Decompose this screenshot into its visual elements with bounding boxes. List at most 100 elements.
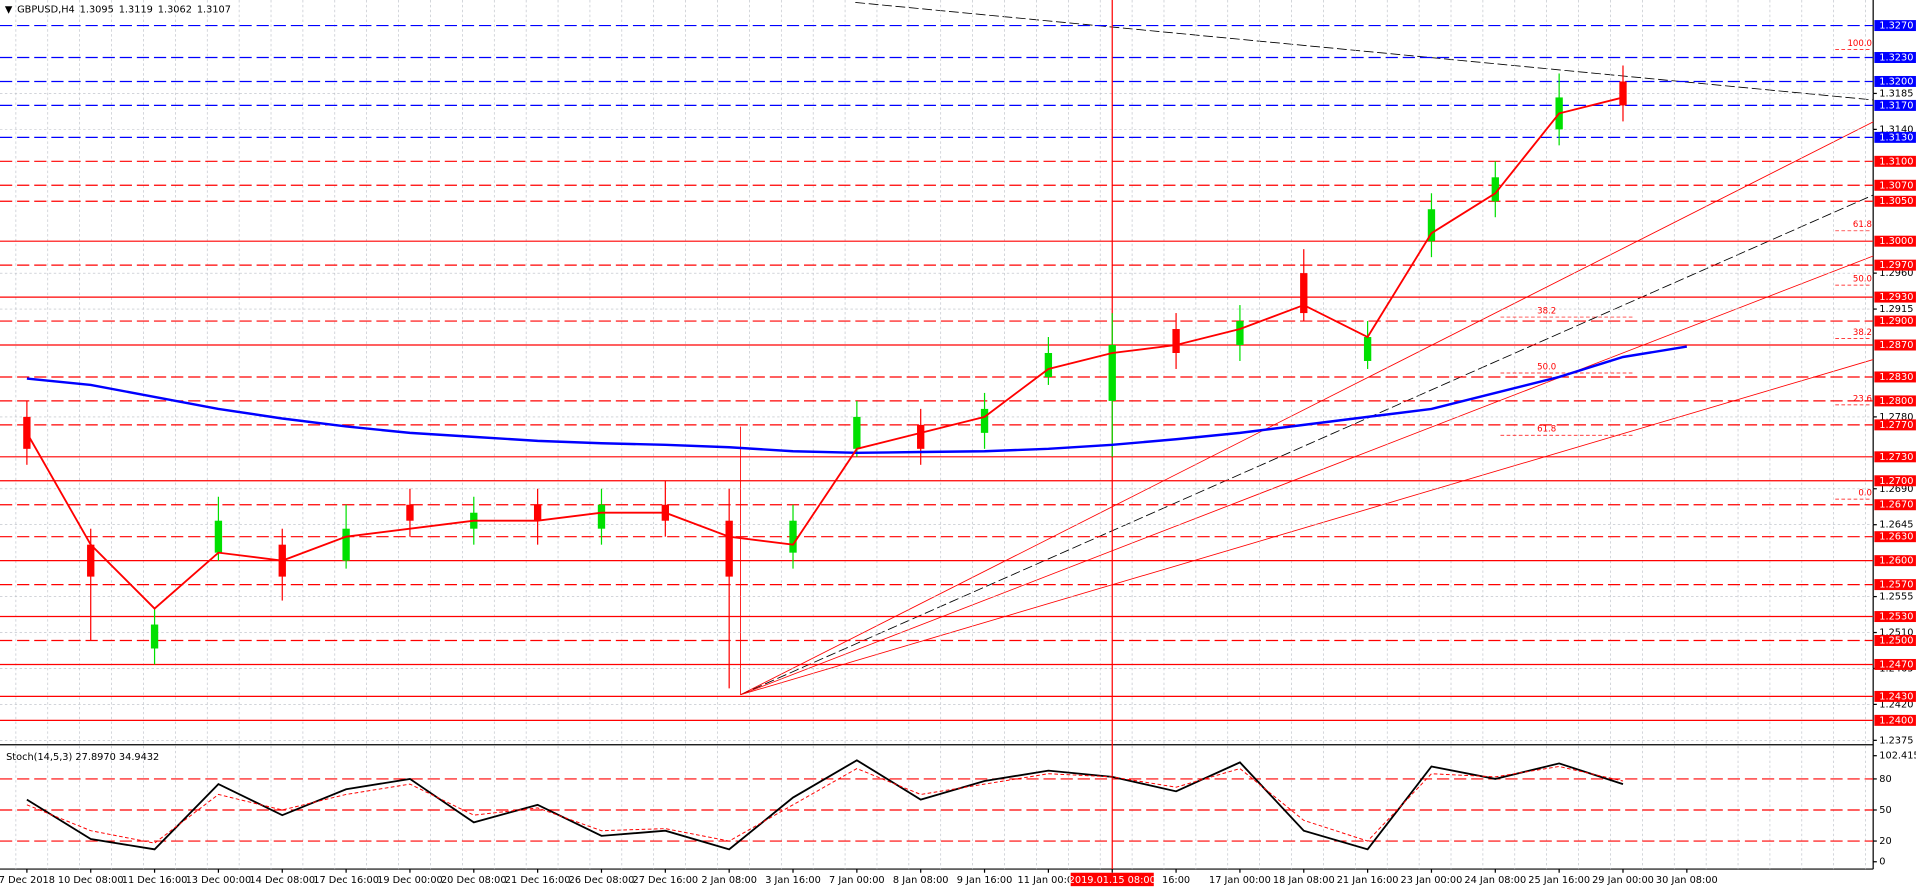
price-level-box [1874, 52, 1916, 63]
x-tick-label: 11 Jan 00:00 [1017, 875, 1079, 886]
x-tick-label: 19 Dec 00:00 [377, 875, 443, 886]
price-level-box [1874, 291, 1916, 303]
x-tick-label: 10 Dec 08:00 [58, 875, 124, 886]
indicator-line [26, 96, 1624, 610]
price-level-label: 1.2670 [1879, 500, 1913, 511]
price-level-label: 1.2730 [1879, 452, 1913, 463]
price-level-box [1874, 475, 1916, 487]
price-level-label: 1.2970 [1879, 260, 1913, 271]
indicator-line [26, 766, 1624, 844]
price-level-box [1874, 451, 1916, 463]
candle-body [1491, 177, 1499, 202]
candle-body [1236, 321, 1244, 346]
price-level-label: 1.2530 [1879, 612, 1913, 623]
price-level-label: 1.3000 [1879, 236, 1913, 247]
x-tick-label: 29 Jan 00:00 [1592, 875, 1654, 886]
price-level-box [1874, 20, 1916, 32]
candle-body [1427, 209, 1436, 242]
y-tick-label: 1.2375 [1879, 735, 1913, 746]
y-tick-label: 20 [1879, 836, 1891, 847]
price-level-label: 1.2570 [1879, 580, 1913, 591]
symbol-title: GBPUSD,H4 [17, 5, 75, 16]
price-level-label: 1.3170 [1879, 100, 1913, 111]
fan-line [740, 194, 1874, 696]
x-tick-label: 11 Dec 16:00 [122, 875, 188, 886]
price-level-box [1874, 714, 1916, 726]
price-level-box [1874, 555, 1916, 567]
y-tick-label: 1.2960 [1879, 268, 1913, 279]
fib-label: 100.0 [1847, 39, 1871, 49]
y-tick-label: 1.2690 [1879, 484, 1913, 495]
quote-value: 1.3095 [80, 5, 114, 16]
fib-label: 50.0 [1537, 362, 1556, 372]
fib-label: 23.6 [1853, 394, 1872, 404]
x-tick-label: 16:00 [1162, 875, 1190, 886]
fib-label: 61.8 [1853, 220, 1872, 230]
candle-body [789, 520, 797, 553]
y-tick-label: 1.2510 [1879, 628, 1913, 639]
x-tick-label: 14 Dec 08:00 [249, 875, 315, 886]
price-level-box [1874, 635, 1916, 646]
y-tick-label: 1.2915 [1879, 304, 1913, 315]
stoch-title: Stoch(14,5,3) 27.8970 34.9432 [6, 752, 159, 763]
price-level-label: 1.2830 [1879, 372, 1913, 383]
price-level-box [1874, 179, 1916, 191]
candle-body [533, 504, 542, 521]
x-tick-label: 2019.01.15 08:00 [1069, 875, 1156, 886]
price-level-label: 1.3130 [1879, 132, 1913, 143]
x-tick-label: 13 Dec 00:00 [186, 875, 252, 886]
indicator-line [26, 759, 1624, 851]
fan-line [740, 359, 1874, 696]
candle-body [597, 504, 606, 529]
y-tick-label: 1.2780 [1879, 412, 1913, 423]
price-level-label: 1.2500 [1879, 636, 1913, 647]
indicator-line [26, 345, 1688, 455]
price-level-label: 1.3050 [1879, 196, 1913, 207]
price-level-label: 1.2630 [1879, 532, 1913, 543]
x-tick-label: 20 Dec 08:00 [441, 875, 507, 886]
candle-body [150, 624, 159, 649]
candle-body [406, 504, 414, 521]
candle-body [853, 416, 861, 449]
price-level-label: 1.2600 [1879, 556, 1913, 567]
candle-body [1619, 81, 1627, 106]
candle-body [980, 408, 989, 433]
price-level-label: 1.2930 [1879, 292, 1913, 303]
fib-label: 61.8 [1537, 425, 1556, 435]
x-tick-label: 26 Dec 08:00 [569, 875, 635, 886]
price-level-label: 1.2700 [1879, 476, 1913, 487]
y-tick-label: 1.2555 [1879, 592, 1913, 603]
candle-body [1108, 345, 1116, 401]
price-level-box [1874, 419, 1916, 431]
chart-header: GBPUSD,H4 1.3095 1.3119 1.3062 1.3107 [17, 5, 231, 16]
crosshair-time-box [1070, 872, 1154, 887]
x-tick-label: 23 Jan 00:00 [1401, 875, 1463, 886]
y-tick-label: 80 [1879, 774, 1891, 785]
x-tick-label: 3 Jan 16:00 [765, 875, 821, 886]
price-level-box [1874, 611, 1916, 623]
x-tick-label: 27 Dec 16:00 [632, 875, 698, 886]
candle-body [725, 520, 733, 577]
y-tick-label: 1.2645 [1879, 520, 1913, 531]
x-tick-label: 7 Dec 2018 [0, 875, 55, 886]
x-tick-label: 7 Jan 00:00 [829, 875, 885, 886]
price-level-label: 1.2770 [1879, 420, 1913, 431]
price-level-box [1874, 195, 1916, 207]
price-level-label: 1.2430 [1879, 691, 1913, 702]
y-tick-label: 50 [1879, 805, 1891, 816]
candle-body [1172, 329, 1180, 353]
fib-label: 50.0 [1853, 275, 1872, 285]
y-tick-label: 1.3185 [1879, 88, 1913, 99]
quote-value: 1.3062 [158, 5, 192, 16]
price-level-box [1874, 99, 1916, 111]
price-level-label: 1.2800 [1879, 396, 1913, 407]
x-tick-label: 30 Jan 08:00 [1656, 875, 1718, 886]
price-level-box [1874, 395, 1916, 407]
candle-body [917, 424, 925, 449]
x-tick-label: 24 Jan 08:00 [1464, 875, 1526, 886]
price-level-label: 1.3100 [1879, 156, 1913, 167]
y-tick-label: 1.2420 [1879, 699, 1913, 710]
